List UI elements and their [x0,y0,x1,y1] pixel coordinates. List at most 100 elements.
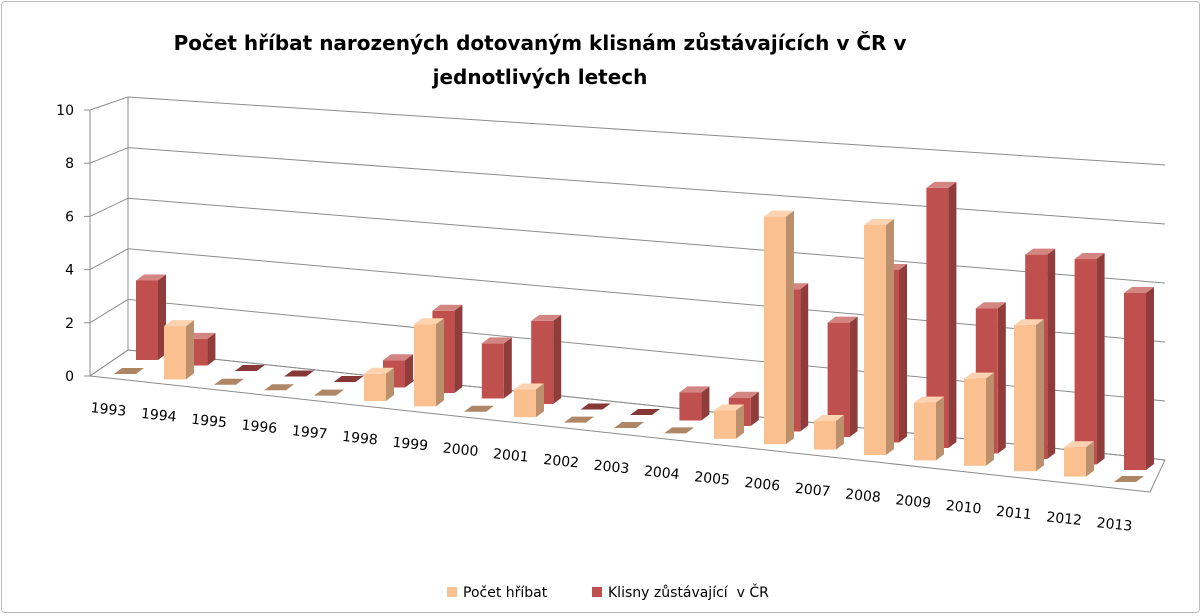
x-tick-label: 2005 [693,469,730,489]
bar [364,367,394,401]
bar-top [432,304,463,311]
bar-side [997,302,1006,454]
bar-top [284,370,315,377]
bar [714,404,744,439]
bar-front [764,216,786,445]
bar-top [679,386,710,393]
bar [814,415,844,450]
bar-side [1086,441,1094,477]
bar-top [1124,287,1154,293]
bar [1064,441,1094,477]
bar-top [664,427,694,434]
y-tick-label: 2 [65,316,74,332]
x-tick-label: 2009 [895,492,932,512]
x-tick-label: 1994 [140,406,177,426]
bar [764,210,794,445]
bar-front [531,320,554,404]
y-tick-label: 8 [65,156,74,172]
y-tick-label: 0 [65,369,74,385]
bar-front [1014,325,1036,472]
bar-side [701,386,710,421]
bar [926,181,957,448]
bar-side [454,304,463,393]
bar-top [1014,319,1044,326]
bar-side [536,383,544,418]
bar [580,403,611,410]
x-tick-label: 2010 [945,498,982,518]
bar-side [786,210,794,445]
bar [284,370,315,377]
bar [214,378,244,385]
x-tick-label: 2003 [593,458,630,478]
bar-front [164,326,186,380]
bar-side [553,314,562,404]
bar-front [1064,447,1086,477]
x-tick-label: 1993 [90,400,127,420]
bar-top [481,337,512,344]
bar-side [1036,319,1044,472]
bar-top [364,367,394,374]
legend-label: Počet hříbat [463,585,548,601]
bar [164,320,194,380]
bar-top [1074,253,1105,260]
grid-line [89,298,1166,402]
bar-side [1146,287,1154,470]
x-tick-label: 1995 [190,412,227,432]
bar [333,376,364,382]
bar-side [436,318,444,407]
bar [264,384,294,391]
bar [679,386,710,421]
grid-line [89,147,1166,225]
grid-line [89,248,1166,343]
bar-front [136,280,158,360]
bar-top [214,378,244,385]
bar-top [814,415,844,421]
bar [136,274,166,360]
bar [864,219,894,455]
bar-front [414,324,436,407]
x-tick-label: 2006 [744,475,781,495]
bar-top [514,383,544,390]
bar-side [986,372,994,466]
bar-top [464,405,494,412]
bar [1124,287,1154,470]
bar-side [899,264,907,443]
x-tick-label: 2012 [1046,509,1083,529]
y-tick-label: 6 [65,209,74,225]
bar-top [164,320,194,327]
bar-side [736,404,744,439]
bar-front [814,421,836,450]
x-tick-label: 2008 [844,486,881,506]
bar-side [849,316,858,437]
legend-label: Klisny zůstávající v ČR [608,583,769,601]
bar-front [481,343,504,399]
bar-side [207,332,216,366]
bar-top [333,376,364,382]
bar-front [964,378,986,466]
bar-front [926,187,949,448]
x-tick-label: 2000 [442,440,479,460]
bar [827,316,858,437]
bar-front [364,373,386,401]
bar [234,365,265,371]
bar-top [314,389,344,396]
bar-top [914,396,944,403]
bar-side [800,283,809,432]
chart-title: Počet hříbat narozených dotovaným klisná… [173,31,907,89]
bar [481,337,512,399]
x-tick-label: 1999 [392,435,429,455]
bar-front [1124,293,1146,470]
bar [464,405,494,412]
bar [514,383,544,418]
bar [1074,253,1105,465]
bar-top [136,274,166,281]
bar-top [414,318,444,325]
bar-top [234,365,265,371]
bar-top [926,181,957,188]
bar-top [1114,476,1144,482]
bar-side [1047,248,1056,459]
bar-top [580,403,611,410]
bar [531,314,562,404]
bar [564,416,594,423]
